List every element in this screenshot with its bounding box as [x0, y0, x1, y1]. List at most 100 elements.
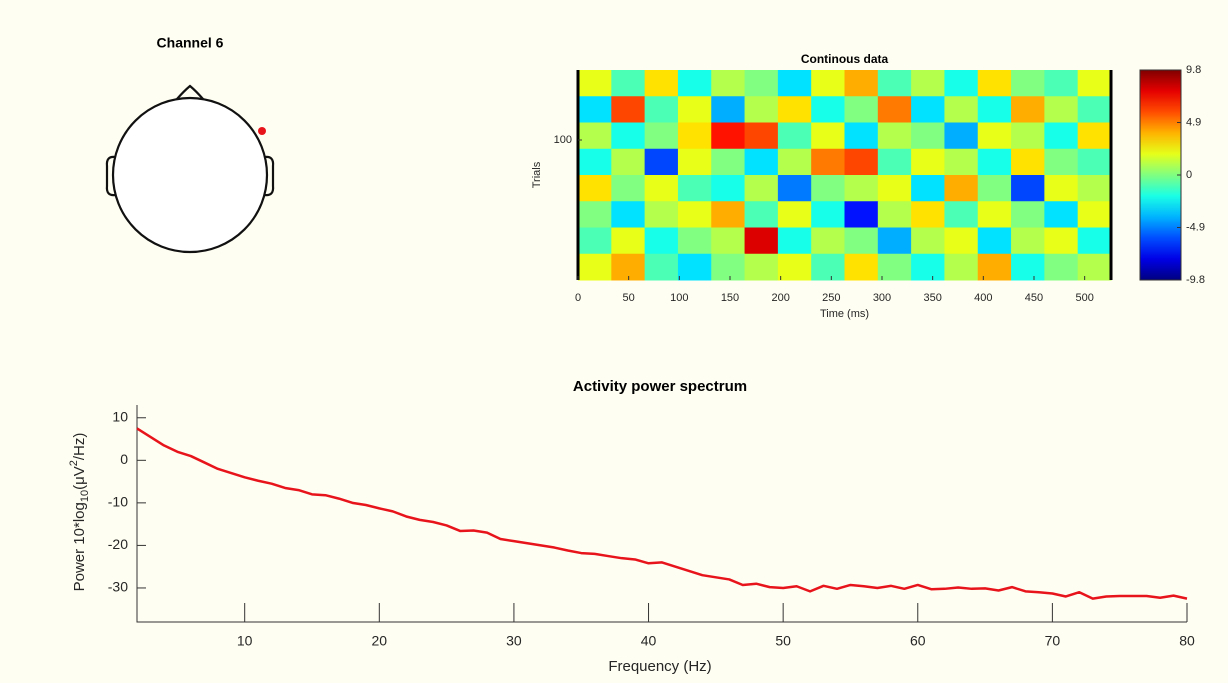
heat-cell: [844, 148, 879, 176]
heat-cell: [877, 96, 912, 123]
heat-cell: [677, 148, 712, 176]
heat-cell: [877, 175, 912, 202]
heat-cell: [677, 175, 712, 202]
heat-cell: [1011, 175, 1045, 202]
heat-cell: [1077, 201, 1112, 228]
heat-cell: [1044, 148, 1079, 176]
head-outline: [111, 96, 269, 254]
x-tick-label: 60: [910, 633, 926, 649]
heat-cell: [1044, 201, 1079, 228]
heat-cell: [777, 70, 812, 97]
colorbar-tick-label: 9.8: [1186, 64, 1201, 76]
x-tick-label: 300: [873, 292, 891, 304]
heat-cell: [611, 201, 646, 228]
heat-cell: [578, 227, 612, 255]
spectrum-title: Activity power spectrum: [573, 378, 747, 395]
heat-cell: [1011, 253, 1045, 281]
heat-cell: [777, 253, 812, 281]
heat-cell: [977, 201, 1012, 228]
heat-cell: [611, 96, 646, 123]
heat-cell: [1011, 148, 1045, 176]
x-tick-label: 70: [1045, 633, 1061, 649]
heat-cell: [644, 175, 679, 202]
y-tick-label: 100: [554, 134, 572, 146]
heat-cell: [677, 96, 712, 123]
heat-cell: [1044, 96, 1079, 123]
heat-cell: [644, 70, 679, 97]
heat-cell: [677, 122, 712, 150]
x-tick-label: 250: [822, 292, 840, 304]
heat-cell: [911, 227, 945, 255]
heat-cell: [1044, 122, 1079, 150]
heat-cell: [977, 227, 1012, 255]
heat-cell: [911, 96, 945, 123]
x-tick-label: 40: [641, 633, 657, 649]
heat-cell: [644, 201, 679, 228]
heat-cell: [944, 96, 979, 123]
x-tick-label: 10: [237, 633, 253, 649]
heat-cell: [811, 175, 845, 202]
y-tick-label: 10: [112, 408, 128, 424]
heat-cell: [911, 70, 945, 97]
y-tick-label: -30: [108, 579, 128, 595]
y-tick-label: -10: [108, 494, 128, 510]
heat-cell: [744, 175, 779, 202]
heat-cell: [1044, 175, 1079, 202]
heat-cell: [1044, 253, 1079, 281]
y-tick-label: -20: [108, 536, 128, 552]
y-axis-label-part: 10: [79, 490, 91, 502]
heat-cell: [578, 96, 612, 123]
heat-cell: [944, 253, 979, 281]
x-tick-label: 500: [1075, 292, 1093, 304]
x-tick-label: 450: [1025, 292, 1043, 304]
heat-cell: [1011, 96, 1045, 123]
x-axis-label: Frequency (Hz): [608, 658, 711, 675]
heat-cell: [611, 148, 646, 176]
heat-cell: [711, 96, 746, 123]
heat-cell: [1077, 227, 1112, 255]
y-axis-label-part: /Hz): [71, 433, 88, 461]
heat-cell: [644, 96, 679, 123]
nose: [176, 84, 204, 100]
heat-cell: [977, 175, 1012, 202]
heat-cell: [844, 201, 879, 228]
heat-cell: [777, 148, 812, 176]
heat-cell: [711, 227, 746, 255]
heat-cell: [844, 122, 879, 150]
spectrum-line: [136, 427, 1188, 600]
heat-cell: [944, 70, 979, 97]
heat-cell: [877, 201, 912, 228]
heat-cell: [777, 96, 812, 123]
heat-cell: [811, 253, 845, 281]
heat-cell: [677, 201, 712, 228]
heat-cell: [811, 227, 845, 255]
y-axis-label-part: (μV: [71, 466, 88, 490]
electrode: [258, 127, 266, 135]
heat-cell: [744, 70, 779, 97]
heat-cell: [911, 253, 945, 281]
heat-cell: [944, 122, 979, 150]
heat-cell: [811, 148, 845, 176]
heat-cell: [1011, 70, 1045, 97]
x-tick-label: 200: [771, 292, 789, 304]
x-tick-label: 0: [575, 292, 581, 304]
y-axis-label-part: Power 10*log: [71, 502, 88, 591]
heat-cell: [1044, 70, 1079, 97]
x-tick-label: 50: [623, 292, 635, 304]
heat-cell: [711, 253, 746, 281]
heat-cell: [811, 201, 845, 228]
heatmap-title: Continous data: [801, 52, 889, 66]
heat-cell: [911, 201, 945, 228]
heat-cell: [744, 201, 779, 228]
heat-cell: [711, 148, 746, 176]
heat-cell: [611, 175, 646, 202]
heat-cell: [744, 96, 779, 123]
heat-cell: [1011, 122, 1045, 150]
heat-cell: [911, 122, 945, 150]
heat-cell: [677, 227, 712, 255]
heat-cell: [944, 175, 979, 202]
y-axis-label: Trials: [531, 161, 543, 188]
heat-cell: [744, 122, 779, 150]
heat-cell: [811, 96, 845, 123]
